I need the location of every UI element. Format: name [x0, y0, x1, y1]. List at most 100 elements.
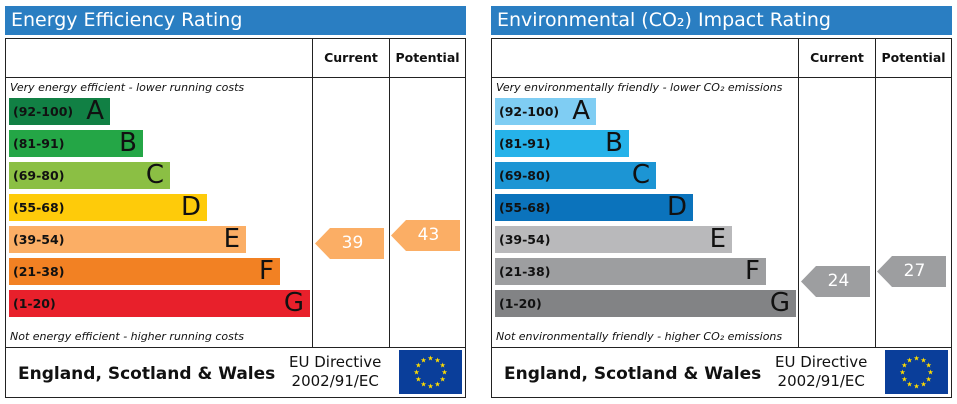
rating-frame: Current Potential Very environmentally f… — [491, 38, 952, 398]
eu-star-icon: ★ — [925, 362, 931, 370]
eu-star-icon: ★ — [420, 381, 426, 389]
band-letter: G — [283, 288, 304, 318]
eu-star-icon: ★ — [427, 355, 433, 363]
eu-star-icon: ★ — [441, 369, 447, 377]
eu-star-icon: ★ — [906, 356, 912, 364]
eu-star-icon: ★ — [901, 362, 907, 370]
eu-star-icon: ★ — [899, 369, 905, 377]
column-divider — [798, 39, 799, 347]
current-rating-arrow: 24 — [801, 266, 870, 297]
header-divider — [492, 77, 951, 78]
band-letter: F — [259, 256, 274, 286]
band-letter: E — [709, 224, 726, 254]
eu-star-icon: ★ — [439, 376, 445, 384]
band-range: (55-68) — [13, 200, 65, 215]
eu-star-icon: ★ — [420, 356, 426, 364]
rating-band-g: (1-20) G — [9, 288, 310, 318]
eu-star-icon: ★ — [927, 369, 933, 377]
eu-star-icon: ★ — [913, 383, 919, 391]
bottom-note: Not energy efficient - higher running co… — [10, 330, 244, 343]
rating-frame: Current Potential Very energy efficient … — [5, 38, 466, 398]
energy-efficiency-panel: Energy Efficiency Rating Current Potenti… — [5, 6, 466, 399]
band-range: (1-20) — [499, 296, 542, 311]
band-letter: G — [769, 288, 790, 318]
band-range: (39-54) — [13, 232, 65, 247]
rating-band-f: (21-38) F — [495, 256, 766, 286]
potential-column-header: Potential — [881, 50, 946, 65]
region-label: England, Scotland & Wales — [18, 364, 276, 384]
potential-rating-arrow: 43 — [391, 220, 460, 251]
eu-star-icon: ★ — [906, 381, 912, 389]
rating-band-g: (1-20) G — [495, 288, 796, 318]
column-divider — [875, 39, 876, 347]
eu-star-icon: ★ — [434, 356, 440, 364]
potential-rating-value: 27 — [903, 261, 926, 281]
eu-star-icon: ★ — [415, 376, 421, 384]
directive-line-2: 2002/91/EC — [291, 372, 379, 390]
current-rating-arrow: 39 — [315, 228, 384, 259]
eu-star-icon: ★ — [427, 383, 433, 391]
band-range: (55-68) — [499, 200, 551, 215]
directive-line-1: EU Directive — [775, 353, 868, 371]
rating-band-e: (39-54) E — [9, 224, 246, 254]
current-column-header: Current — [324, 50, 378, 65]
rating-band-c: (69-80) C — [495, 160, 656, 190]
band-range: (21-38) — [13, 264, 65, 279]
rating-band-d: (55-68) D — [9, 192, 207, 222]
rating-band-a: (92-100) A — [495, 96, 596, 126]
band-letter: C — [145, 160, 164, 190]
rating-band-d: (55-68) D — [495, 192, 693, 222]
band-range: (69-80) — [13, 168, 65, 183]
environmental-impact-panel: Environmental (CO₂) Impact Rating Curren… — [491, 6, 952, 399]
band-letter: B — [605, 128, 623, 158]
panel-title: Energy Efficiency Rating — [5, 6, 466, 35]
band-letter: D — [666, 192, 687, 222]
potential-rating-value: 43 — [417, 225, 440, 245]
current-column-header: Current — [810, 50, 864, 65]
eu-directive-label: EU Directive 2002/91/EC — [289, 353, 381, 391]
eu-star-icon: ★ — [920, 356, 926, 364]
band-range: (39-54) — [499, 232, 551, 247]
current-rating-value: 24 — [827, 271, 850, 291]
rating-band-e: (39-54) E — [495, 224, 732, 254]
eu-star-icon: ★ — [415, 362, 421, 370]
potential-rating-arrow: 27 — [877, 256, 946, 287]
band-letter: C — [631, 160, 650, 190]
column-divider — [389, 39, 390, 347]
band-range: (92-100) — [13, 104, 74, 119]
band-range: (69-80) — [499, 168, 551, 183]
band-letter: D — [180, 192, 201, 222]
potential-column-header: Potential — [395, 50, 460, 65]
current-rating-value: 39 — [341, 233, 364, 253]
footer-divider — [492, 347, 951, 348]
band-range: (92-100) — [499, 104, 560, 119]
rating-band-b: (81-91) B — [495, 128, 629, 158]
band-letter: F — [745, 256, 760, 286]
region-label: England, Scotland & Wales — [504, 364, 762, 384]
eu-flag-icon: ★ ★ ★ ★ ★ ★ ★ ★ ★ ★ ★ ★ — [399, 350, 462, 394]
eu-star-icon: ★ — [920, 381, 926, 389]
bottom-note: Not environmentally friendly - higher CO… — [496, 330, 783, 343]
rating-band-b: (81-91) B — [9, 128, 143, 158]
rating-band-f: (21-38) F — [9, 256, 280, 286]
directive-line-1: EU Directive — [289, 353, 382, 371]
eu-star-icon: ★ — [925, 376, 931, 384]
band-letter: E — [223, 224, 240, 254]
band-range: (1-20) — [13, 296, 56, 311]
header-divider — [6, 77, 465, 78]
band-letter: B — [119, 128, 137, 158]
band-letter: A — [572, 96, 590, 126]
top-note: Very environmentally friendly - lower CO… — [496, 81, 783, 94]
band-range: (81-91) — [13, 136, 65, 151]
band-range: (21-38) — [499, 264, 551, 279]
eu-star-icon: ★ — [439, 362, 445, 370]
eu-star-icon: ★ — [413, 369, 419, 377]
rating-band-c: (69-80) C — [9, 160, 170, 190]
band-range: (81-91) — [499, 136, 551, 151]
eu-star-icon: ★ — [913, 355, 919, 363]
band-letter: A — [86, 96, 104, 126]
directive-line-2: 2002/91/EC — [777, 372, 865, 390]
eu-star-icon: ★ — [434, 381, 440, 389]
column-divider — [312, 39, 313, 347]
rating-band-a: (92-100) A — [9, 96, 110, 126]
